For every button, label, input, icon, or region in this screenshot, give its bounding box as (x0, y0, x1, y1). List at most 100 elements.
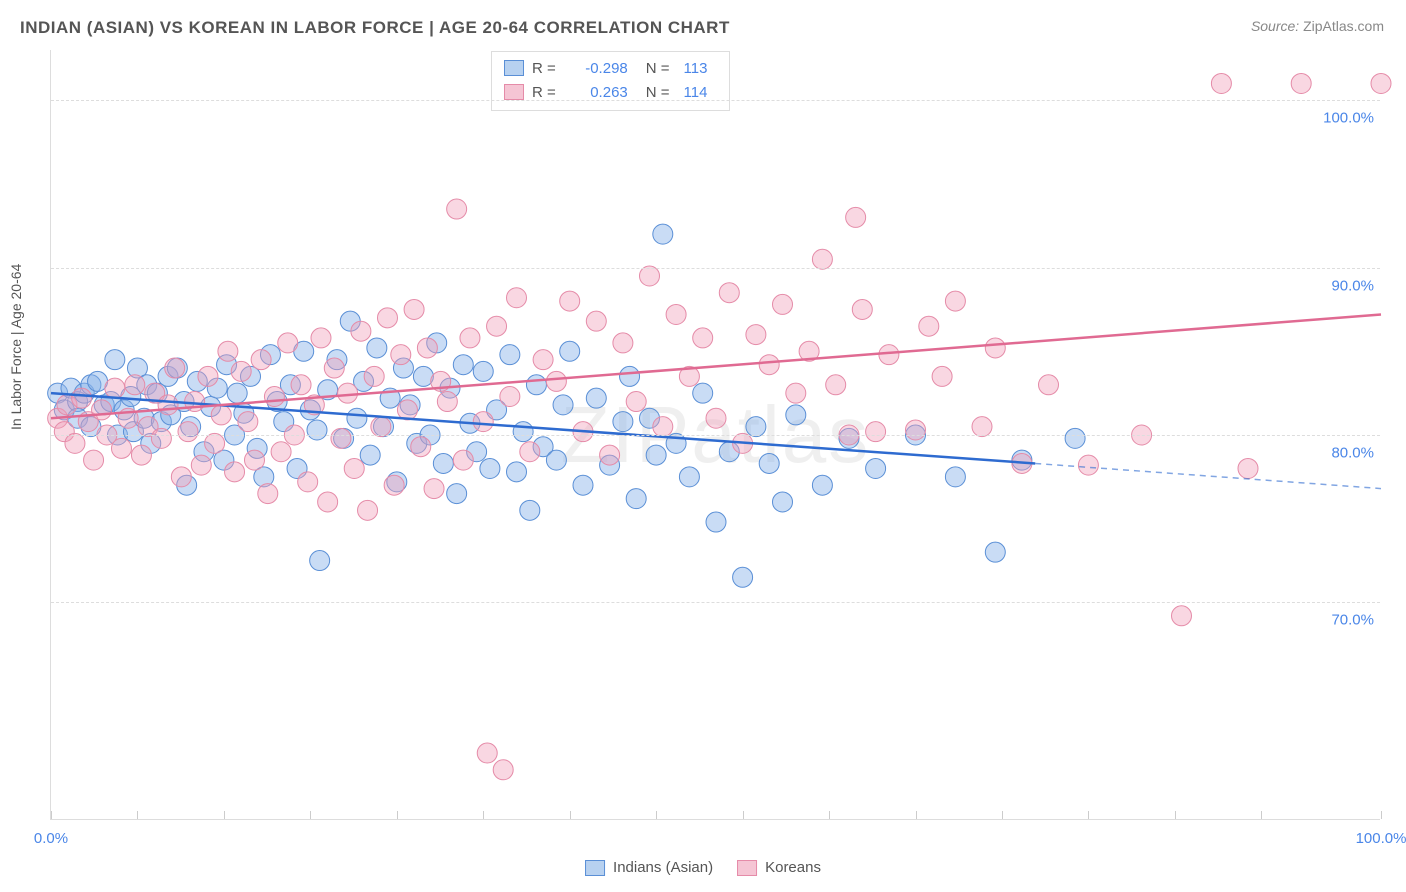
y-tick-label: 100.0% (1323, 110, 1374, 127)
data-point (746, 417, 766, 437)
x-tick (916, 811, 917, 819)
gridline (51, 100, 1380, 101)
data-point (84, 450, 104, 470)
data-point (1078, 455, 1098, 475)
data-point (377, 308, 397, 328)
data-point (447, 199, 467, 219)
x-tick (570, 811, 571, 819)
data-point (533, 350, 553, 370)
data-point (278, 333, 298, 353)
data-point (653, 417, 673, 437)
data-point (653, 224, 673, 244)
x-tick (1002, 811, 1003, 819)
data-point (945, 291, 965, 311)
legend-n-label: N = (646, 60, 670, 77)
data-point (507, 288, 527, 308)
data-point (573, 475, 593, 495)
data-point (985, 338, 1005, 358)
data-point (298, 472, 318, 492)
legend-item: Koreans (737, 859, 821, 876)
data-point (546, 371, 566, 391)
x-tick (137, 811, 138, 819)
data-point (1211, 73, 1231, 93)
data-point (613, 333, 633, 353)
data-point (586, 388, 606, 408)
data-point (706, 512, 726, 532)
legend-n-value: 113 (684, 60, 708, 77)
data-point (487, 316, 507, 336)
data-point (447, 484, 467, 504)
data-point (238, 412, 258, 432)
data-point (125, 375, 145, 395)
data-point (460, 328, 480, 348)
data-point (812, 475, 832, 495)
data-point (111, 438, 131, 458)
data-point (480, 458, 500, 478)
x-tick (51, 811, 52, 819)
gridline (51, 602, 1380, 603)
x-tick (1381, 811, 1382, 819)
data-point (65, 433, 85, 453)
series-legend: Indians (Asian)Koreans (585, 859, 821, 876)
data-point (384, 475, 404, 495)
data-point (500, 345, 520, 365)
data-point (178, 422, 198, 442)
data-point (271, 442, 291, 462)
data-point (453, 450, 473, 470)
data-point (640, 266, 660, 286)
data-point (626, 392, 646, 412)
data-point (477, 743, 497, 763)
data-point (105, 350, 125, 370)
data-point (733, 567, 753, 587)
x-tick (224, 811, 225, 819)
data-point (92, 400, 112, 420)
x-tick (1261, 811, 1262, 819)
data-point (264, 387, 284, 407)
data-point (473, 412, 493, 432)
data-point (258, 484, 278, 504)
x-tick (743, 811, 744, 819)
data-point (358, 500, 378, 520)
data-point (646, 445, 666, 465)
data-point (826, 375, 846, 395)
data-point (211, 405, 231, 425)
data-point (473, 361, 493, 381)
correlation-chart: INDIAN (ASIAN) VS KOREAN IN LABOR FORCE … (0, 0, 1406, 892)
data-point (371, 417, 391, 437)
data-point (546, 450, 566, 470)
data-point (773, 492, 793, 512)
stats-legend: R =-0.298N =113R =0.263N =114 (491, 51, 730, 111)
chart-title: INDIAN (ASIAN) VS KOREAN IN LABOR FORCE … (20, 18, 730, 38)
data-point (972, 417, 992, 437)
legend-series-label: Koreans (765, 859, 821, 876)
legend-r-label: R = (532, 60, 556, 77)
data-point (773, 294, 793, 314)
data-point (719, 283, 739, 303)
data-point (367, 338, 387, 358)
legend-r-value: -0.298 (570, 60, 628, 77)
data-point (227, 383, 247, 403)
x-tick-label: 0.0% (34, 830, 68, 847)
data-point (311, 328, 331, 348)
data-point (786, 405, 806, 425)
legend-row: R = -0.298 N = 113 (504, 56, 717, 80)
data-point (553, 395, 573, 415)
data-point (391, 345, 411, 365)
x-tick (310, 811, 311, 819)
data-point (251, 350, 271, 370)
data-point (324, 358, 344, 378)
data-point (411, 437, 431, 457)
data-point (746, 325, 766, 345)
y-tick-label: 80.0% (1331, 445, 1374, 462)
data-point (360, 445, 380, 465)
data-point (433, 453, 453, 473)
data-point (198, 366, 218, 386)
legend-r-label: R = (532, 84, 556, 101)
source-value: ZipAtlas.com (1303, 18, 1384, 34)
data-point (72, 388, 92, 408)
data-point (417, 338, 437, 358)
data-point (131, 445, 151, 465)
legend-r-value: 0.263 (570, 84, 628, 101)
data-point (759, 453, 779, 473)
data-point (812, 249, 832, 269)
